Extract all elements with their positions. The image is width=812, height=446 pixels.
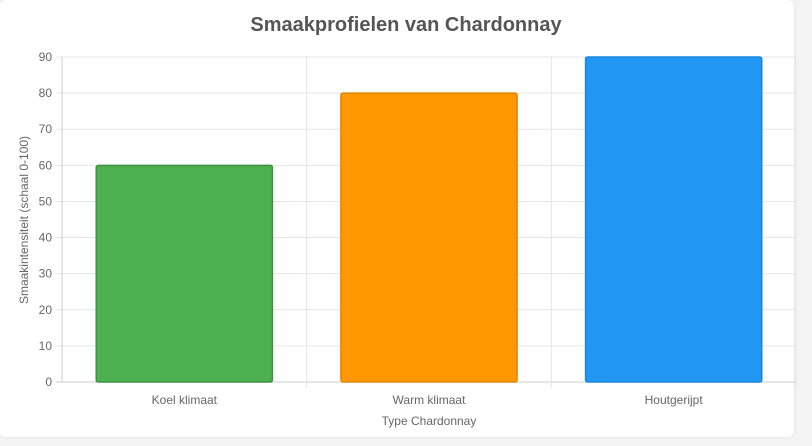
- y-tick-label: 70: [39, 122, 53, 136]
- x-tick-label: Houtgerijpt: [645, 393, 704, 407]
- bar-koel-klimaat: [95, 164, 274, 383]
- x-tick-labels: Koel klimaat Warm klimaat Houtgerijpt: [152, 393, 704, 407]
- y-tick-label: 40: [39, 231, 53, 245]
- chart-card: Smaakprofielen van Chardonnay 0 10 20 30 40 5…: [0, 0, 797, 437]
- bar-warm-klimaat: [340, 92, 518, 383]
- y-tick-label: 90: [39, 50, 53, 64]
- y-tick-label: 80: [39, 86, 53, 100]
- x-tick-label: Warm klimaat: [393, 393, 467, 407]
- chart-title: Smaakprofielen van Chardonnay: [250, 14, 562, 36]
- bar-houtgerijpt: [584, 56, 763, 383]
- x-tick-label: Koel klimaat: [152, 393, 218, 407]
- y-tick-label: 10: [39, 339, 53, 353]
- y-tick-label: 30: [39, 267, 53, 281]
- y-tick-label: 50: [39, 194, 53, 208]
- y-tick-label: 0: [45, 375, 52, 389]
- y-tick-label: 60: [39, 158, 53, 172]
- x-axis-label: Type Chardonnay: [382, 414, 477, 428]
- y-tick-labels: 0 10 20 30 40 50 60 70 80 90: [39, 50, 53, 389]
- bars: [95, 56, 763, 383]
- y-tick-label: 20: [39, 303, 53, 317]
- y-axis-label: Smaakintensiteit (schaal 0-100): [17, 136, 31, 304]
